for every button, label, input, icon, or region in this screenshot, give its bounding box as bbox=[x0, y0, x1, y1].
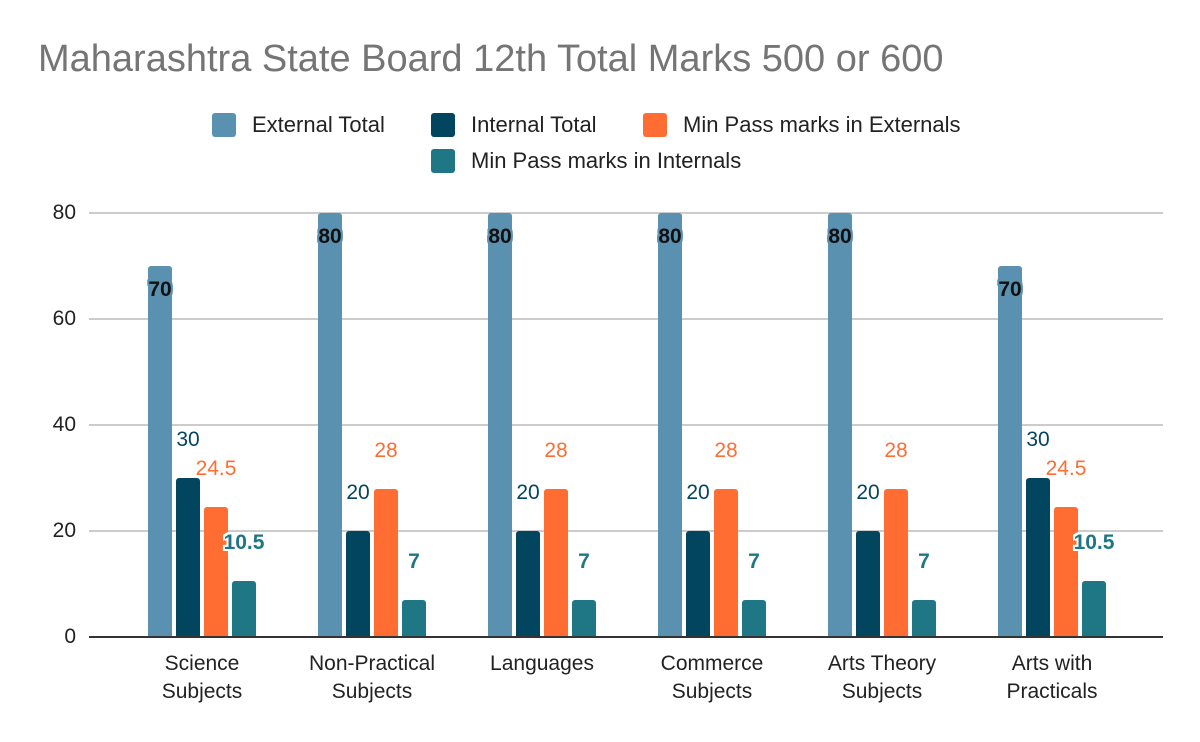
gridline bbox=[89, 424, 1163, 426]
x-category-label: Commerce Subjects bbox=[627, 650, 797, 706]
legend-label: Internal Total bbox=[471, 112, 597, 137]
x-category-label-line: Subjects bbox=[671, 680, 753, 703]
data-label: 80 bbox=[318, 225, 342, 248]
data-label: 24.5 bbox=[195, 457, 237, 481]
data-label: 7 bbox=[408, 550, 420, 573]
x-category-label-line: Subjects bbox=[841, 680, 923, 703]
y-tick-label: 40 bbox=[52, 413, 76, 436]
x-category-label-line: Languages bbox=[490, 652, 594, 675]
x-category-label: Languages bbox=[457, 650, 627, 678]
data-label: 80 bbox=[488, 225, 512, 248]
data-label: 7 bbox=[918, 550, 930, 573]
chart-title: Maharashtra State Board 12th Total Marks… bbox=[38, 38, 944, 80]
x-category-label: Non-Practical Subjects bbox=[287, 650, 457, 706]
legend-label: Min Pass marks in Internals bbox=[471, 148, 742, 173]
data-label: 70 bbox=[998, 278, 1022, 301]
data-label: 80 bbox=[828, 225, 852, 248]
legend-item: Min Pass marks in Externals bbox=[643, 112, 961, 138]
x-category-label-line: Non-Practical bbox=[308, 652, 436, 675]
x-axis-line bbox=[89, 636, 1163, 638]
data-label: 70 bbox=[148, 278, 172, 301]
bar bbox=[658, 213, 682, 637]
legend-label: External Total bbox=[252, 112, 385, 137]
data-label: 28 bbox=[714, 438, 738, 462]
bar bbox=[1054, 507, 1078, 637]
bar bbox=[856, 531, 880, 637]
x-category-label-line: Arts Theory bbox=[827, 652, 937, 675]
bar bbox=[488, 213, 512, 637]
bar bbox=[912, 599, 936, 637]
data-label: 20 bbox=[856, 481, 880, 504]
bar bbox=[544, 488, 568, 637]
x-category-label: Arts with Practicals bbox=[967, 650, 1137, 706]
legend-item: Min Pass marks in Internals bbox=[431, 148, 741, 174]
bar bbox=[402, 599, 426, 637]
bar bbox=[572, 599, 596, 637]
data-label: 28 bbox=[374, 438, 398, 462]
bar bbox=[516, 531, 540, 637]
legend-item: External Total bbox=[212, 112, 385, 138]
bar bbox=[998, 266, 1022, 637]
x-category-label-line: Subjects bbox=[331, 680, 413, 703]
bar bbox=[318, 213, 342, 637]
legend-swatch bbox=[431, 113, 455, 137]
x-category-label: Arts Theory Subjects bbox=[797, 650, 967, 706]
x-category-label-line: Commerce bbox=[660, 652, 764, 675]
bar bbox=[1026, 478, 1050, 637]
x-category-label: Science Subjects bbox=[117, 650, 287, 706]
legend-item: Internal Total bbox=[431, 112, 597, 138]
x-category-label-line: Subjects bbox=[161, 680, 243, 703]
data-label: 7 bbox=[578, 550, 590, 573]
bar bbox=[148, 266, 172, 637]
bar bbox=[346, 531, 370, 637]
data-label: 30 bbox=[1026, 428, 1050, 451]
x-category-label-line: Science bbox=[164, 652, 240, 675]
legend-label: Min Pass marks in Externals bbox=[683, 112, 961, 137]
bar bbox=[176, 478, 200, 637]
x-category-label-line: Arts with bbox=[1011, 652, 1093, 675]
bar bbox=[828, 213, 852, 637]
legend-swatch bbox=[431, 149, 455, 173]
bar bbox=[686, 531, 710, 637]
data-label: 28 bbox=[884, 438, 908, 462]
data-label: 10.5 bbox=[1073, 531, 1115, 554]
bar bbox=[204, 507, 228, 637]
y-tick-label: 20 bbox=[52, 519, 76, 542]
gridline bbox=[89, 318, 1163, 320]
bar bbox=[884, 488, 908, 637]
bar bbox=[232, 581, 256, 637]
legend-swatch bbox=[643, 113, 667, 137]
y-tick-label: 60 bbox=[52, 307, 76, 330]
x-category-label-line: Practicals bbox=[1006, 680, 1098, 703]
bar bbox=[742, 599, 766, 637]
gridline bbox=[89, 212, 1163, 214]
data-label: 20 bbox=[346, 481, 370, 504]
legend-swatch bbox=[212, 113, 236, 137]
gridline bbox=[89, 530, 1163, 532]
data-label: 20 bbox=[516, 481, 540, 504]
data-label: 10.5 bbox=[223, 531, 265, 554]
data-label: 28 bbox=[544, 438, 568, 462]
data-label: 7 bbox=[748, 550, 760, 573]
data-label: 30 bbox=[176, 428, 200, 451]
data-label: 80 bbox=[658, 225, 682, 248]
data-label: 20 bbox=[686, 481, 710, 504]
bar bbox=[374, 488, 398, 637]
bar bbox=[1082, 581, 1106, 637]
y-tick-label: 80 bbox=[52, 201, 76, 224]
data-label: 24.5 bbox=[1045, 457, 1087, 481]
y-tick-label: 0 bbox=[64, 625, 76, 648]
bar bbox=[714, 488, 738, 637]
